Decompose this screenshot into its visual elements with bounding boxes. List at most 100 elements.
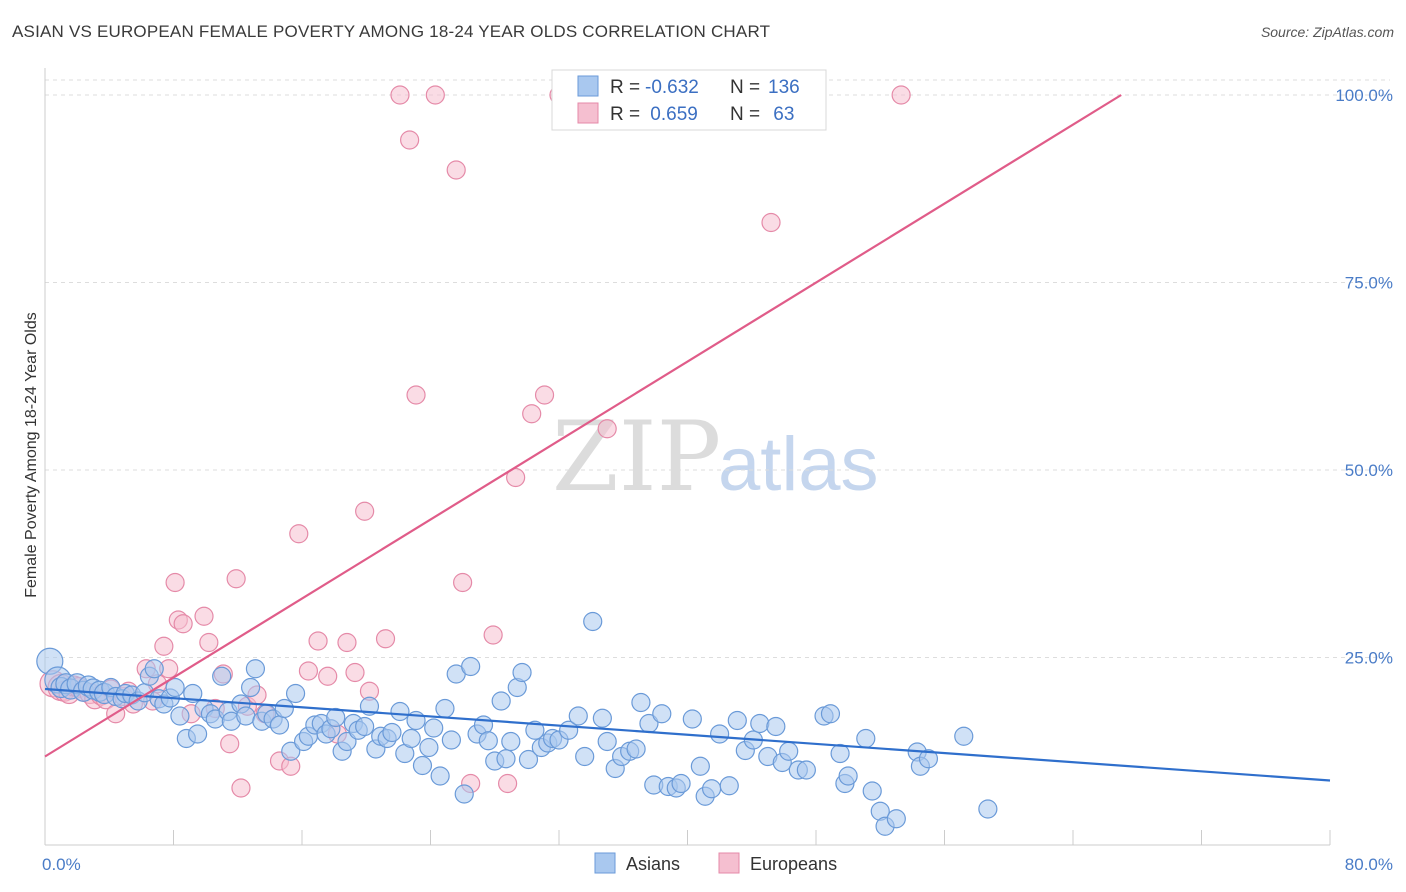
- point-asians: [592, 708, 612, 728]
- point-asians: [597, 731, 617, 752]
- point-asians: [978, 799, 998, 819]
- point-europeans: [498, 773, 518, 794]
- point-asians: [766, 716, 786, 737]
- point-europeans: [231, 778, 251, 798]
- point-europeans: [199, 632, 219, 653]
- point-asians: [652, 704, 672, 724]
- point-asians: [245, 659, 266, 679]
- point-europeans: [597, 419, 617, 439]
- point-asians: [419, 737, 439, 758]
- point-europeans: [194, 606, 214, 626]
- point-europeans: [308, 631, 328, 651]
- point-europeans: [345, 662, 365, 683]
- point-europeans: [390, 85, 410, 105]
- point-asians: [435, 698, 455, 719]
- point-europeans: [318, 666, 338, 686]
- y-tick-label: 100.0%: [1335, 86, 1393, 105]
- point-asians: [710, 724, 730, 744]
- x-tick-label-max: 80.0%: [1345, 855, 1393, 874]
- point-asians: [170, 706, 190, 726]
- legend-asians-r-value: -0.632: [645, 77, 699, 98]
- legend-bottom-europeans-swatch: [718, 852, 740, 874]
- point-asians: [454, 784, 474, 804]
- point-asians: [518, 749, 539, 770]
- point-asians: [144, 659, 164, 679]
- point-asians: [165, 677, 185, 698]
- legend-asians-r-label: R =: [610, 77, 640, 98]
- point-asians: [441, 730, 461, 750]
- point-europeans: [220, 734, 240, 754]
- trendline-europeans: [44, 94, 1122, 758]
- point-asians: [236, 706, 256, 726]
- legend-bottom-asians-label: Asians: [626, 854, 680, 874]
- x-tick-labels: 0.0% 80.0%: [42, 855, 1393, 874]
- point-asians: [241, 677, 261, 698]
- source-label: Source: ZipAtlas.com: [1260, 24, 1394, 40]
- legend-europeans-n-value: 63: [768, 104, 794, 125]
- point-asians: [491, 691, 511, 711]
- legend-europeans-swatch: [577, 102, 599, 124]
- y-tick-label: 75.0%: [1345, 274, 1393, 293]
- y-axis-label: Female Poverty Among 18-24 Year Olds: [23, 312, 40, 598]
- point-europeans: [154, 636, 174, 656]
- point-asians: [568, 706, 588, 726]
- gridlines: [45, 79, 1390, 658]
- point-asians: [512, 662, 532, 683]
- y-tick-label: 50.0%: [1345, 461, 1393, 480]
- point-asians: [626, 739, 646, 759]
- y-tick-labels: 25.0% 50.0% 75.0% 100.0%: [1335, 86, 1393, 668]
- legend-top: R = -0.632 N = 136 R = 0.659 N = 63: [551, 69, 827, 131]
- trendline-asians: [44, 687, 1331, 782]
- point-europeans: [761, 212, 781, 233]
- x-tick-label-min: 0.0%: [42, 855, 81, 874]
- point-asians: [430, 766, 450, 786]
- legend-asians-swatch: [577, 75, 599, 97]
- legend-asians-n-value: 136: [768, 77, 800, 98]
- point-asians: [918, 749, 939, 769]
- point-asians: [631, 692, 651, 713]
- watermark: ZIP atlas: [552, 401, 879, 513]
- y-tick-label: 25.0%: [1345, 649, 1393, 668]
- legend-europeans-n-label: N =: [730, 104, 760, 125]
- point-asians: [461, 656, 481, 677]
- point-asians: [830, 743, 850, 764]
- point-asians: [671, 773, 691, 794]
- point-europeans: [406, 385, 426, 405]
- point-asians: [326, 707, 346, 728]
- point-europeans: [453, 572, 473, 593]
- legend-europeans-r-value: 0.659: [645, 104, 698, 125]
- point-asians: [856, 728, 876, 749]
- watermark-atlas: atlas: [718, 422, 879, 507]
- point-asians: [401, 728, 421, 749]
- point-asians: [838, 766, 858, 786]
- axes: [44, 68, 1331, 846]
- point-asians: [382, 722, 402, 743]
- point-europeans: [375, 629, 396, 649]
- legend-asians-n-label: N =: [730, 77, 760, 98]
- point-europeans: [355, 501, 375, 521]
- point-asians: [269, 715, 290, 735]
- point-asians: [525, 720, 545, 740]
- point-asians: [496, 749, 516, 769]
- point-asians: [187, 724, 208, 744]
- point-europeans: [522, 404, 542, 424]
- legend-europeans-r-label: R =: [610, 104, 640, 125]
- point-asians: [682, 709, 702, 729]
- point-asians: [412, 755, 433, 776]
- point-asians: [719, 776, 739, 796]
- point-asians: [862, 781, 882, 801]
- watermark-zip: ZIP: [552, 401, 721, 513]
- legend-bottom-europeans-label: Europeans: [750, 854, 837, 874]
- point-asians: [954, 726, 974, 746]
- legend-bottom: Asians Europeans: [594, 852, 837, 874]
- point-asians: [355, 716, 375, 737]
- point-europeans: [298, 661, 319, 681]
- point-asians: [183, 683, 203, 704]
- chart-title: ASIAN VS EUROPEAN FEMALE POVERTY AMONG 1…: [12, 22, 771, 41]
- point-europeans: [400, 130, 420, 150]
- point-asians: [575, 746, 595, 767]
- point-asians: [750, 713, 770, 734]
- point-asians: [820, 704, 841, 724]
- point-asians: [281, 741, 301, 761]
